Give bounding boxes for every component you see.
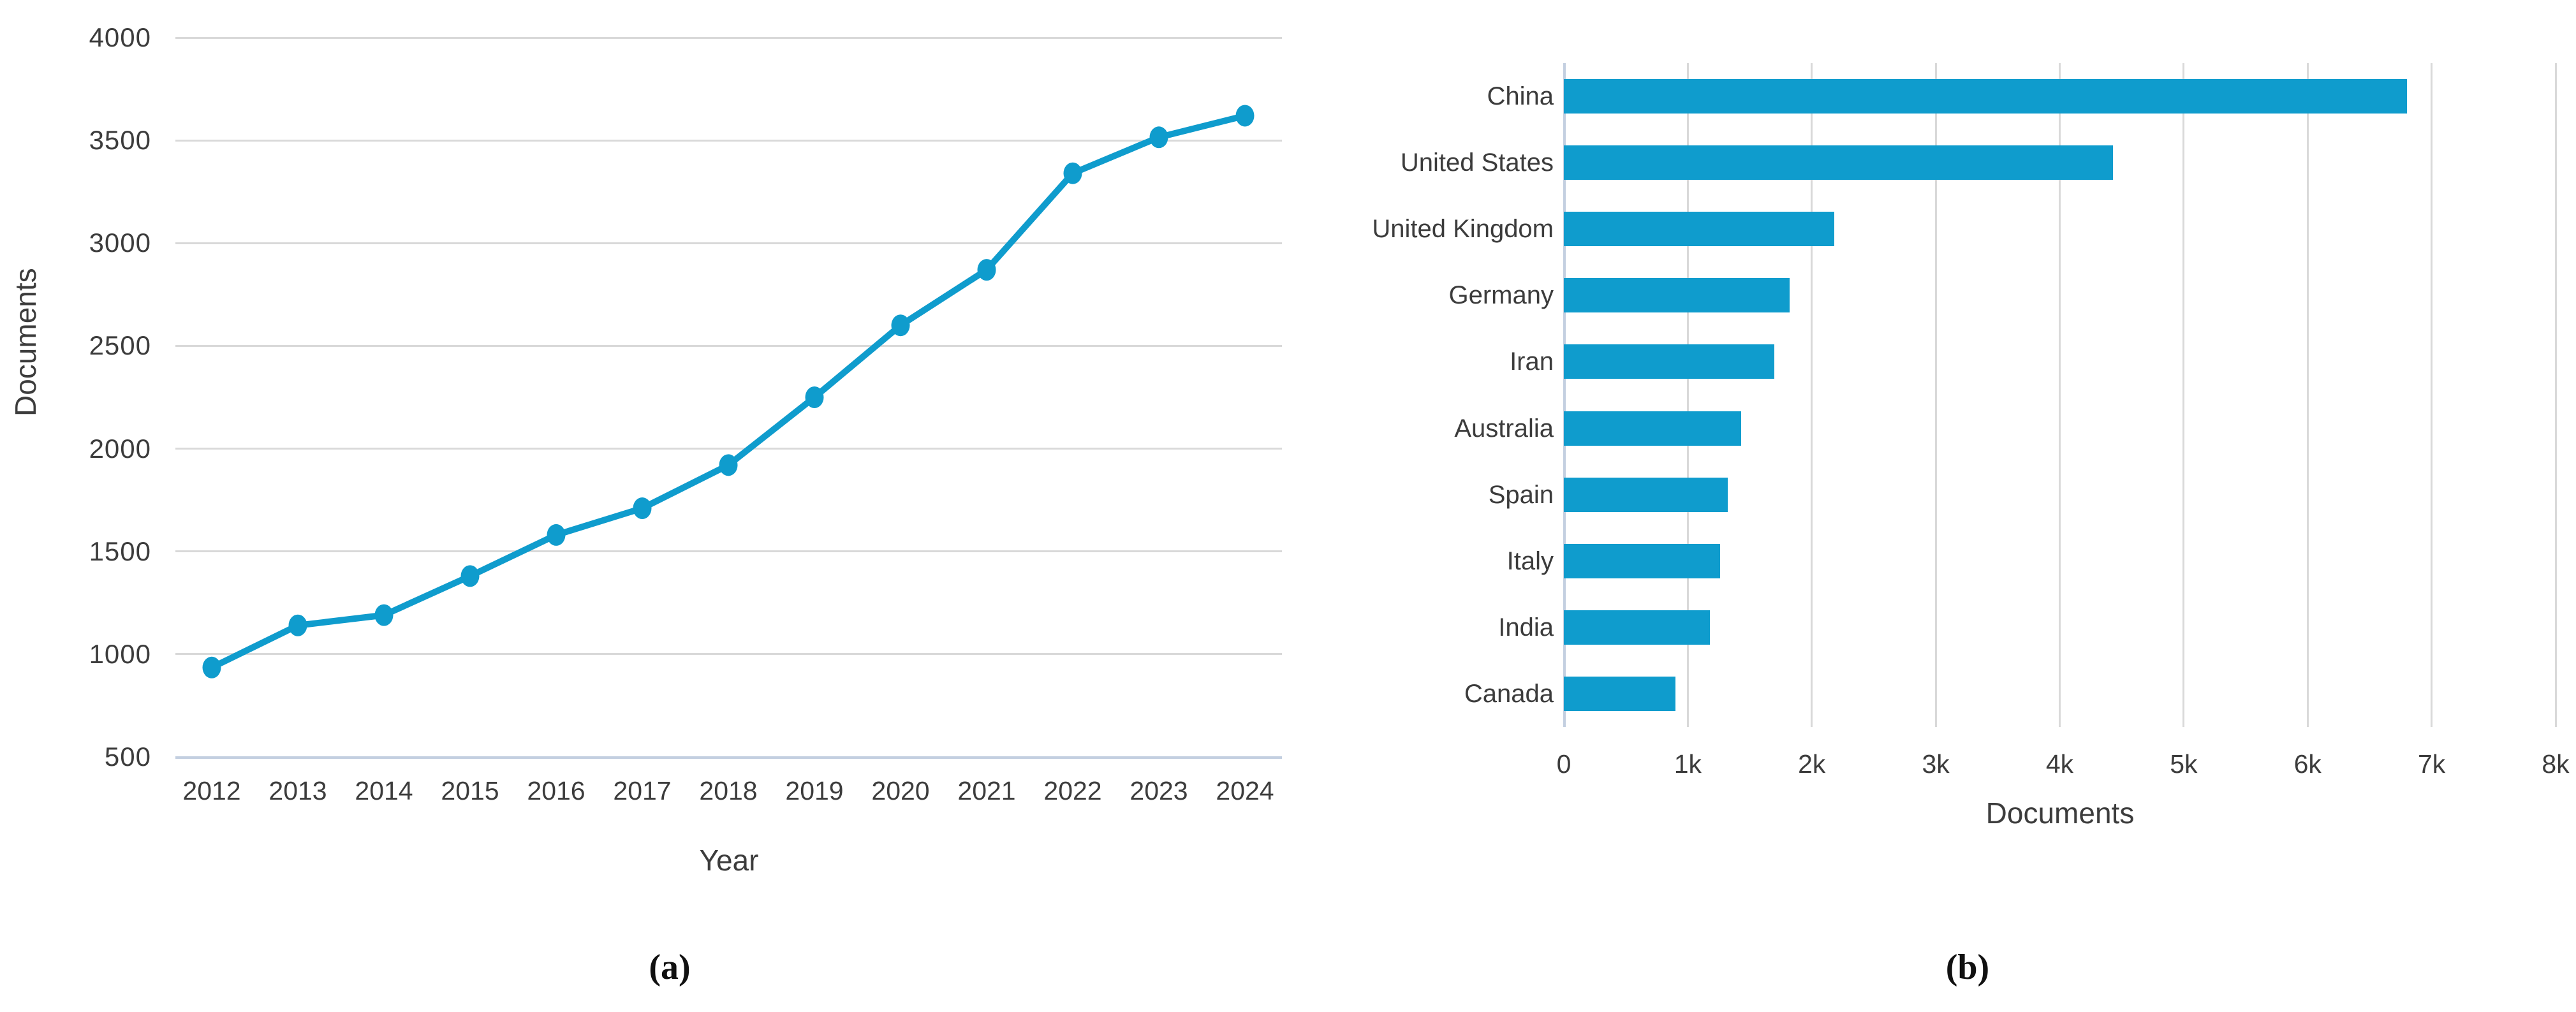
bar-australia <box>1564 411 1741 446</box>
data-point-2014 <box>374 604 394 626</box>
panel-a-x-tick-label: 2018 <box>699 776 758 805</box>
category-label-united-states: United States <box>1400 149 1554 177</box>
panel-a-x-tick-label: 2023 <box>1130 776 1188 805</box>
panel-b-gridline-3k <box>1934 63 1937 727</box>
data-point-2016 <box>547 524 566 546</box>
bar-united-kingdom <box>1564 212 1834 247</box>
panel-a-x-tick-label: 2014 <box>355 776 413 805</box>
panel-a-gridline-4000 <box>175 36 1282 39</box>
panel-b-x-tick-label: 3k <box>1922 749 1950 779</box>
panel-a-y-tick-label: 1000 <box>89 638 151 669</box>
panel-a-x-tick-label: 2019 <box>785 776 844 805</box>
panel-a-x-tick-label: 2016 <box>527 776 585 805</box>
data-point-2017 <box>633 497 652 520</box>
data-point-2023 <box>1149 126 1168 149</box>
bar-spain <box>1564 477 1728 512</box>
panel-a-y-tick-label: 500 <box>104 742 151 772</box>
panel-a-x-tick-label: 2015 <box>441 776 499 805</box>
panel-a-gridline-3000 <box>175 242 1282 244</box>
panel-b-x-tick-label: 2k <box>1798 749 1826 779</box>
panel-a-x-tick-label: 2020 <box>871 776 930 805</box>
bar-united-states <box>1564 145 2114 180</box>
panel-b-x-tick-label: 1k <box>1674 749 1702 779</box>
panel-b-x-tick-label: 6k <box>2293 749 2322 779</box>
panel-b-gridline-8k <box>2554 63 2557 727</box>
panel-a-gridline-500 <box>175 756 1282 759</box>
panel-a-x-tick-label: 2021 <box>957 776 1016 805</box>
panel-a-y-tick-label: 3000 <box>89 228 151 258</box>
panel-a-x-tick-label: 2024 <box>1216 776 1274 805</box>
bar-canada <box>1564 676 1675 711</box>
data-point-2012 <box>202 656 221 678</box>
panel-b-x-tick-label: 7k <box>2417 749 2446 779</box>
panel-a-x-tick-label: 2017 <box>613 776 672 805</box>
panel-a-y-tick-label: 2500 <box>89 330 151 361</box>
data-point-2020 <box>891 314 910 337</box>
category-label-united-kingdom: United Kingdom <box>1372 215 1554 244</box>
panel-b-gridline-4k <box>2059 63 2061 727</box>
panel-b-caption: (b) <box>1945 948 1990 987</box>
panel-b-x-tick-label: 0 <box>1556 749 1571 779</box>
bar-italy <box>1564 543 1720 578</box>
bar-china <box>1564 79 2407 114</box>
panel-a-caption: (a) <box>649 948 691 987</box>
data-point-2019 <box>805 386 824 408</box>
category-label-germany: Germany <box>1448 281 1554 310</box>
data-point-2021 <box>977 259 996 281</box>
bar-india <box>1564 610 1711 645</box>
panel-a-y-tick-label: 4000 <box>89 22 151 52</box>
category-label-canada: Canada <box>1464 679 1554 708</box>
panel-a-gridline-2500 <box>175 344 1282 347</box>
category-label-spain: Spain <box>1488 480 1554 509</box>
data-point-2013 <box>288 614 307 636</box>
bar-iran <box>1564 344 1775 379</box>
panel-b-gridline-2k <box>1811 63 1813 727</box>
panel-a-y-tick-label: 2000 <box>89 433 151 464</box>
panel-b-x-tick-label: 5k <box>2170 749 2198 779</box>
panel-a-y-tick-label: 1500 <box>89 536 151 566</box>
panel-a-x-tick-label: 2022 <box>1043 776 1102 805</box>
panel-b-x-tick-label: 4k <box>2045 749 2074 779</box>
data-point-2015 <box>460 565 480 587</box>
panel-b-gridline-5k <box>2182 63 2185 727</box>
data-point-2022 <box>1063 162 1082 184</box>
category-label-china: China <box>1487 82 1554 111</box>
panel-a-y-tick-label: 3500 <box>89 125 151 156</box>
data-point-2024 <box>1235 105 1255 127</box>
panel-b-gridline-0 <box>1563 63 1566 727</box>
category-label-australia: Australia <box>1454 414 1554 443</box>
panel-b-gridline-7k <box>2431 63 2433 727</box>
category-label-india: India <box>1498 613 1554 642</box>
bar-germany <box>1564 278 1790 313</box>
panel-b-gridline-1k <box>1686 63 1689 727</box>
panel-a-gridline-2000 <box>175 448 1282 450</box>
panel-a-x-axis-title: Year <box>699 844 759 877</box>
panel-b-x-axis-title: Documents <box>1985 796 2135 830</box>
category-label-italy: Italy <box>1506 546 1554 575</box>
panel-a-x-tick-label: 2012 <box>182 776 241 805</box>
panel-a-gridline-1500 <box>175 550 1282 553</box>
panel-b-x-tick-label: 8k <box>2542 749 2570 779</box>
panel-a-gridline-1000 <box>175 653 1282 656</box>
panel-b-gridline-6k <box>2306 63 2309 727</box>
panel-a-gridline-3500 <box>175 139 1282 142</box>
category-label-iran: Iran <box>1510 348 1554 376</box>
data-point-2018 <box>719 454 738 476</box>
panel-a-x-tick-label: 2013 <box>269 776 327 805</box>
